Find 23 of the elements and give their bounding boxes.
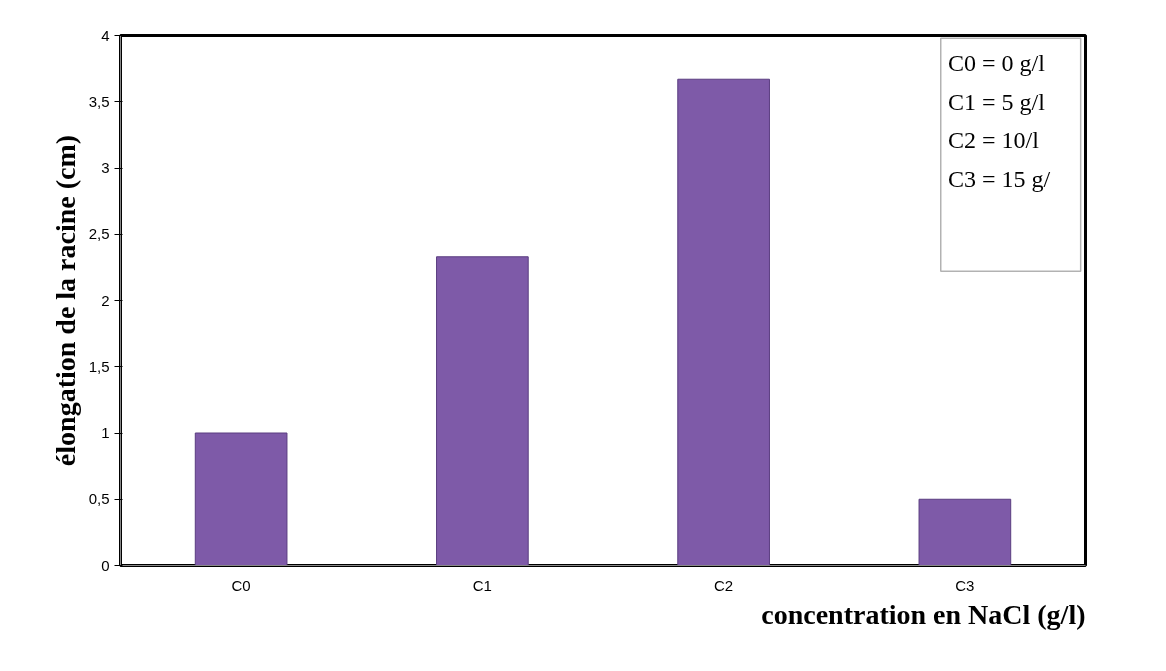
annotation: C3 = 15 g/ [947, 165, 1051, 192]
y-axis-title: élongation de la racine (cm) [49, 134, 81, 467]
y-tick-label: 3 [101, 159, 110, 176]
y-tick-label: 0,5 [88, 490, 110, 508]
bar [436, 256, 529, 566]
y-tick-label: 2,5 [88, 225, 110, 243]
bar [677, 78, 770, 566]
y-tick-label: 2 [101, 291, 110, 309]
y-tick-label: 0 [101, 556, 110, 574]
y-tick-label: 1 [101, 424, 110, 441]
x-axis-title: concentration en NaCl (g/l) [761, 598, 1086, 630]
x-tick-label: C3 [955, 576, 975, 594]
x-tick-label: C0 [231, 576, 251, 594]
x-tick-label: C1 [472, 576, 492, 594]
y-tick-label: 4 [101, 26, 110, 44]
y-tick-label: 1,5 [88, 357, 110, 375]
y-tick-label: 3,5 [88, 92, 110, 110]
annotation: C2 = 10/l [947, 127, 1040, 154]
annotation: C1 = 5 g/l [947, 88, 1046, 115]
x-tick-label: C2 [714, 576, 734, 594]
annotation: C0 = 0 g/l [947, 50, 1046, 77]
bar [194, 432, 288, 566]
bar [918, 498, 1012, 566]
